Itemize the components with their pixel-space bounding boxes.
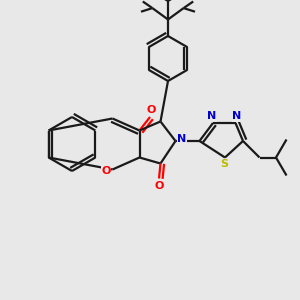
Text: O: O	[154, 181, 164, 191]
Text: N: N	[232, 111, 242, 122]
Text: O: O	[101, 166, 111, 176]
Text: N: N	[207, 111, 216, 122]
Text: O: O	[147, 105, 156, 116]
Text: S: S	[220, 159, 228, 170]
Text: N: N	[178, 134, 187, 145]
